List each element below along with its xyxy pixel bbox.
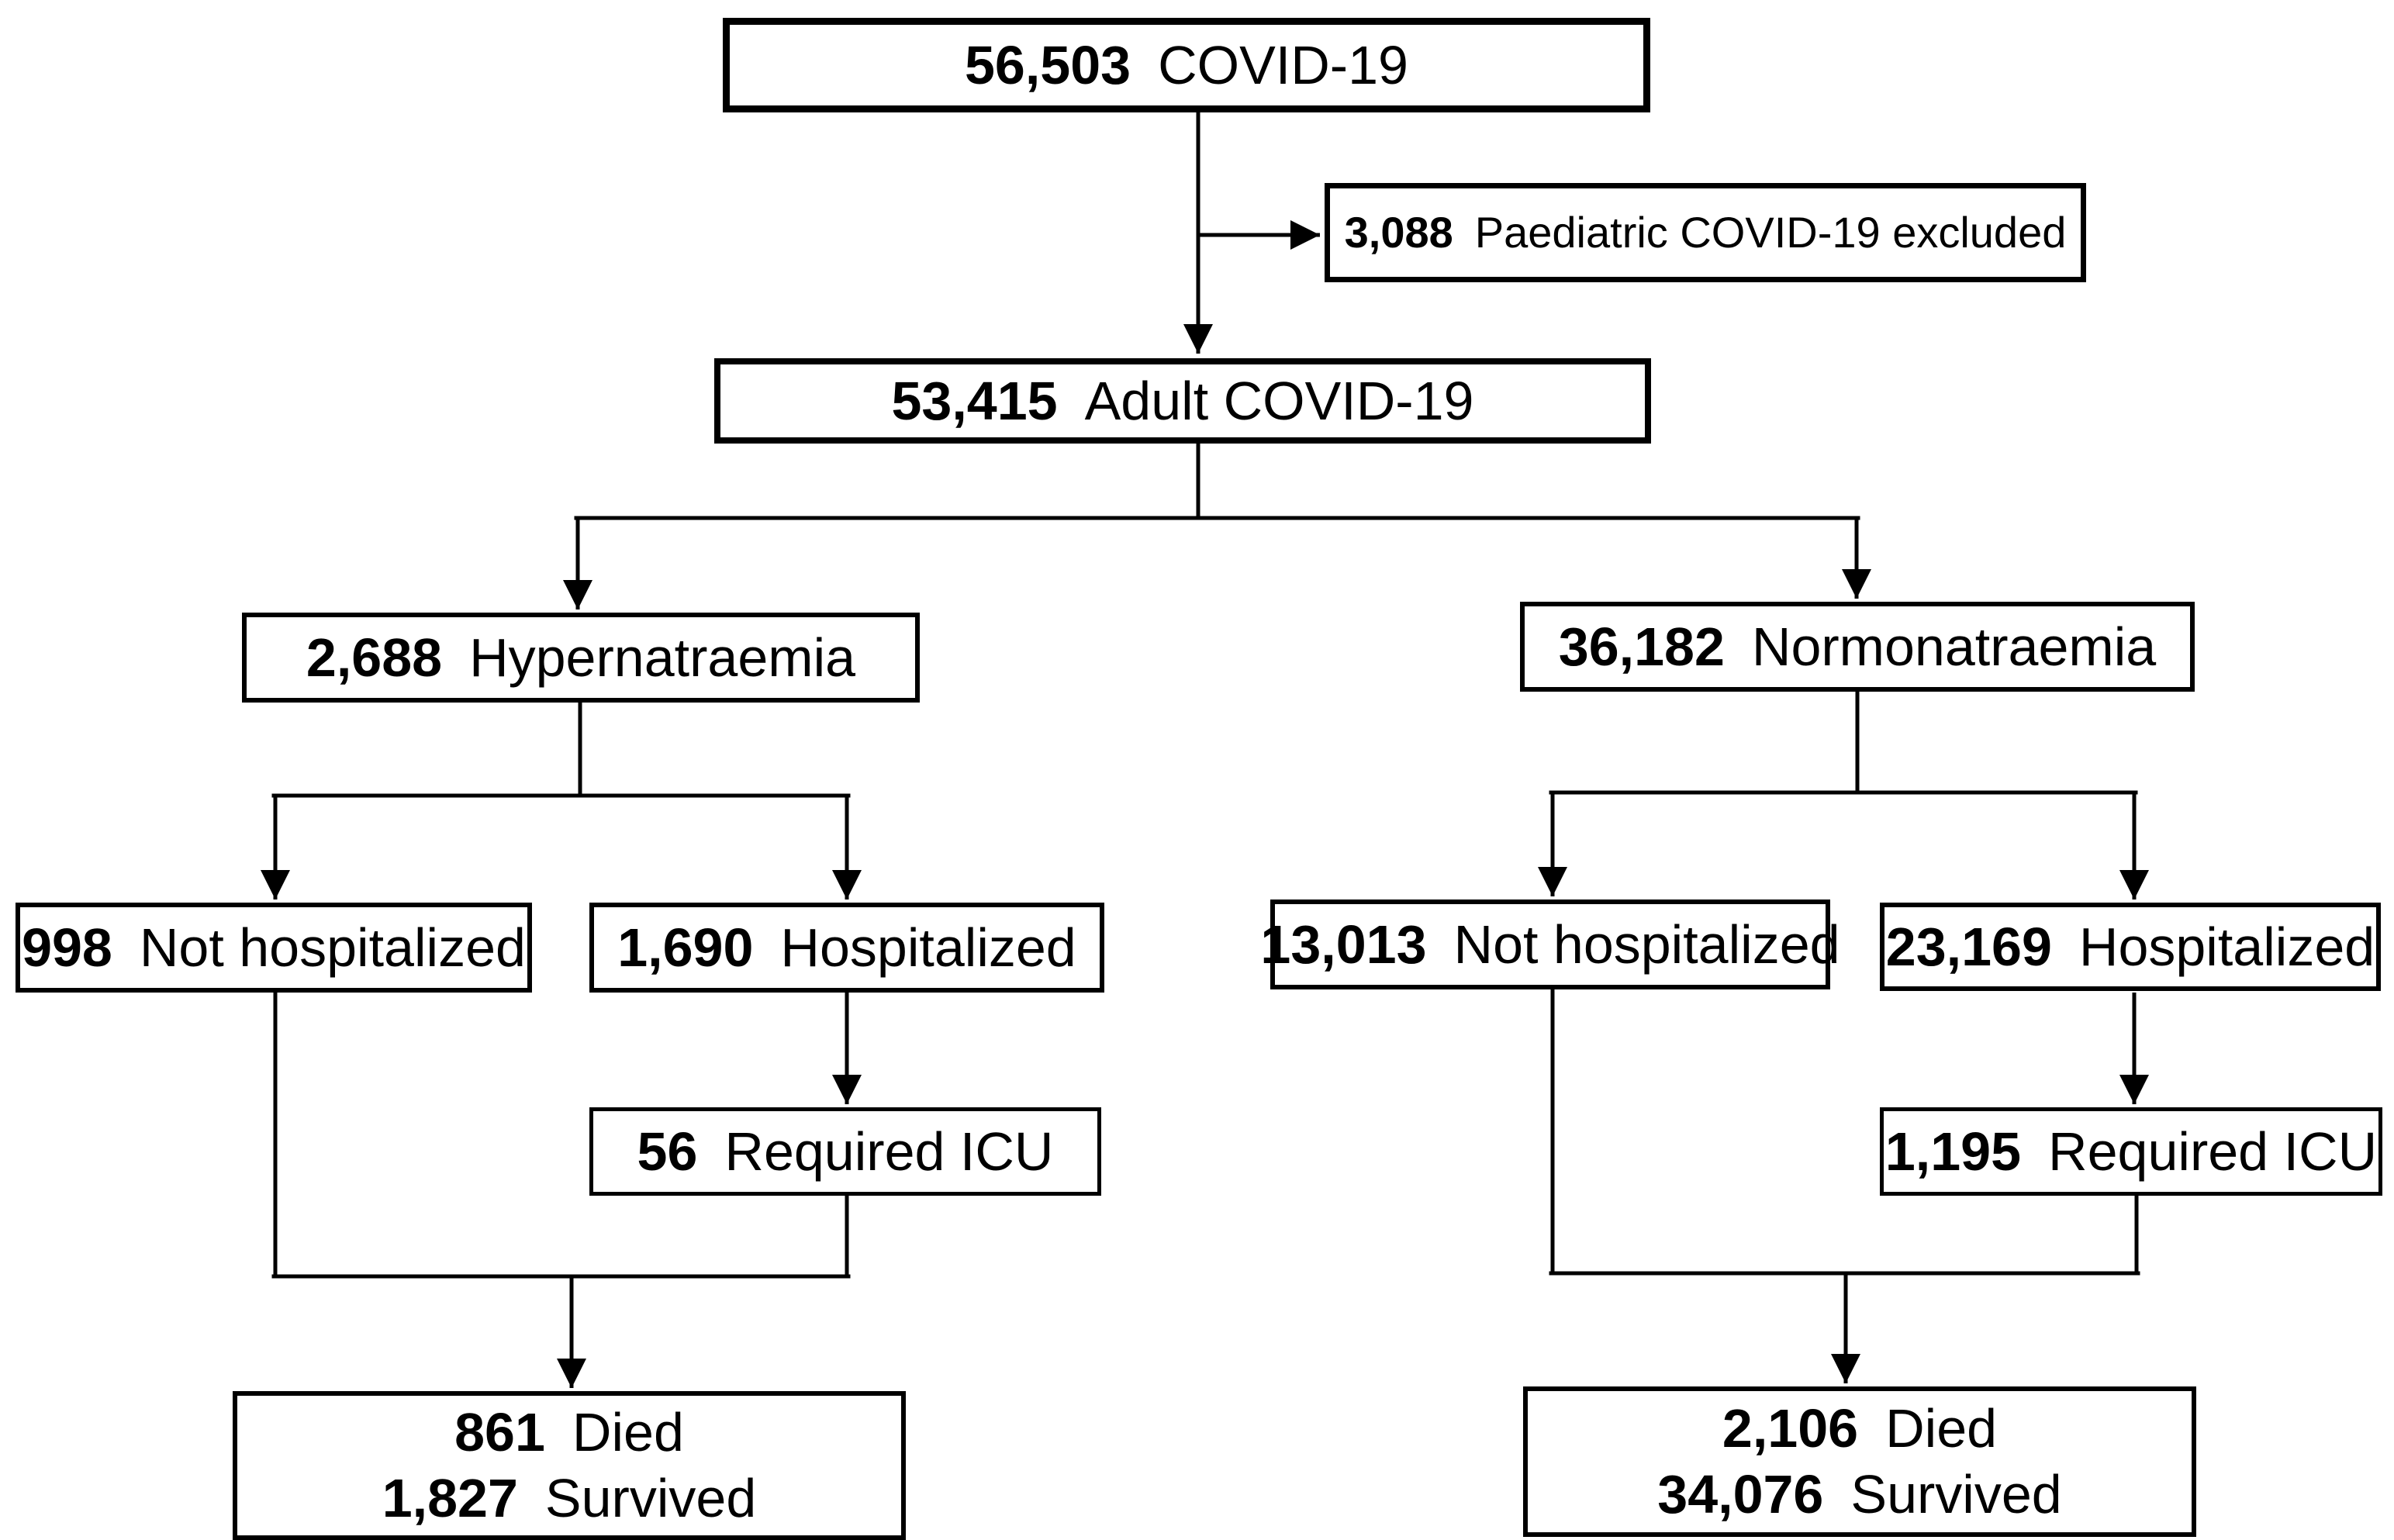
- node-hyper-not-hospitalized-value: 998: [22, 917, 112, 978]
- node-normo-required-icu: 1,195 Required ICU: [1880, 1107, 2382, 1196]
- node-hyper-hospitalized: 1,690 Hospitalized: [589, 903, 1104, 993]
- node-hyper-not-hospitalized-label: Not hospitalized: [139, 917, 526, 978]
- node-normo-not-hospitalized-value: 13,013: [1260, 914, 1427, 975]
- hyper-outcome-survived-value: 1,827: [382, 1468, 518, 1528]
- node-normonatraemia-value: 36,182: [1558, 616, 1725, 677]
- node-hyper-outcome: 861 Died 1,827 Survived: [233, 1391, 906, 1540]
- node-paediatric-excluded-value: 3,088: [1344, 208, 1453, 257]
- node-hyper-required-icu-label: Required ICU: [724, 1121, 1054, 1182]
- node-hyper-hospitalized-label: Hospitalized: [780, 917, 1076, 978]
- normo-outcome-died-value: 2,106: [1722, 1397, 1859, 1459]
- hyper-outcome-died-value: 861: [454, 1401, 545, 1462]
- node-paediatric-excluded-label: Paediatric COVID-19 excluded: [1474, 208, 2067, 257]
- node-adult-covid-value: 53,415: [891, 371, 1058, 431]
- node-normo-required-icu-label: Required ICU: [2048, 1121, 2378, 1182]
- node-total-covid: 56,503 COVID-19: [723, 18, 1650, 112]
- normo-outcome-survived-label: Survived: [1850, 1464, 2062, 1524]
- node-hyper-required-icu: 56 Required ICU: [589, 1107, 1101, 1196]
- node-hypernatraemia: 2,688 Hypernatraemia: [242, 613, 920, 703]
- node-hypernatraemia-label: Hypernatraemia: [469, 627, 856, 688]
- hyper-outcome-died-row: 861 Died: [454, 1400, 684, 1466]
- hyper-outcome-died-label: Died: [572, 1401, 684, 1462]
- node-total-covid-value: 56,503: [965, 35, 1131, 95]
- node-hyper-hospitalized-value: 1,690: [617, 917, 754, 978]
- node-hypernatraemia-value: 2,688: [306, 627, 443, 688]
- node-normo-hospitalized-value: 23,169: [1885, 917, 2052, 977]
- node-normonatraemia-label: Normonatraemia: [1751, 616, 2157, 677]
- normo-outcome-survived-row: 34,076 Survived: [1657, 1462, 2061, 1528]
- node-hyper-not-hospitalized: 998 Not hospitalized: [16, 903, 532, 993]
- node-hyper-required-icu-value: 56: [637, 1121, 698, 1182]
- node-normo-hospitalized-label: Hospitalized: [2078, 917, 2375, 977]
- normo-outcome-died-label: Died: [1885, 1397, 1998, 1459]
- node-normo-outcome: 2,106 Died 34,076 Survived: [1523, 1386, 2196, 1537]
- node-normo-hospitalized: 23,169 Hospitalized: [1880, 903, 2381, 991]
- node-total-covid-label: COVID-19: [1158, 35, 1408, 95]
- hyper-outcome-survived-label: Survived: [544, 1468, 757, 1528]
- hyper-outcome-survived-row: 1,827 Survived: [382, 1466, 757, 1531]
- node-paediatric-excluded: 3,088 Paediatric COVID-19 excluded: [1325, 183, 2086, 282]
- normo-outcome-survived-value: 34,076: [1657, 1464, 1824, 1524]
- node-adult-covid: 53,415 Adult COVID-19: [714, 358, 1651, 444]
- node-normo-not-hospitalized: 13,013 Not hospitalized: [1260, 899, 1840, 989]
- normo-outcome-died-row: 2,106 Died: [1722, 1396, 1997, 1462]
- node-normo-required-icu-value: 1,195: [1884, 1121, 2022, 1182]
- node-normo-not-hospitalized-label: Not hospitalized: [1453, 914, 1840, 975]
- node-normonatraemia: 36,182 Normonatraemia: [1520, 602, 2195, 692]
- node-adult-covid-label: Adult COVID-19: [1084, 371, 1474, 431]
